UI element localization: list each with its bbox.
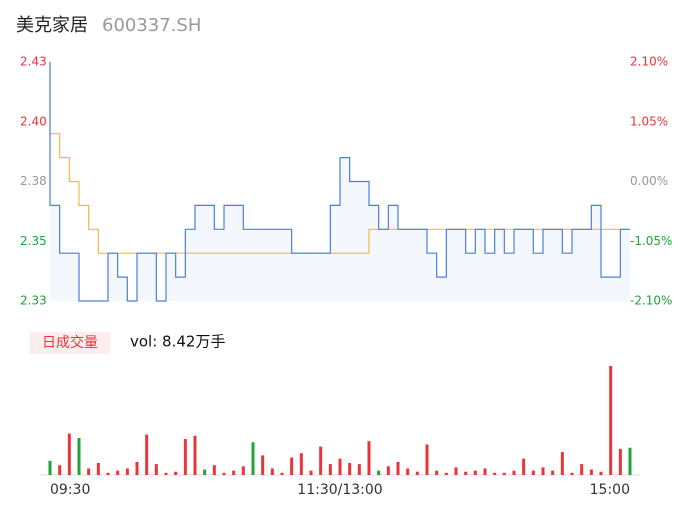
volume-bar — [67, 433, 71, 475]
volume-bar — [570, 472, 574, 475]
y2-tick-label: -2.10% — [630, 294, 672, 308]
volume-bar — [222, 472, 226, 475]
volume-bar — [145, 434, 149, 475]
volume-bar — [309, 470, 313, 475]
volume-bar — [106, 472, 110, 475]
volume-bar — [589, 469, 593, 475]
volume-bar — [261, 455, 265, 475]
volume-bar — [319, 446, 323, 475]
volume-bar — [174, 471, 178, 475]
stock-code: 600337.SH — [102, 15, 201, 36]
volume-bar — [435, 470, 439, 475]
volume-bar — [203, 469, 207, 475]
volume-bar — [406, 468, 410, 475]
y-tick-label: 2.40 — [20, 114, 47, 128]
chart-title: 美克家居 — [16, 15, 88, 36]
volume-bar — [125, 468, 129, 475]
volume-bar — [270, 468, 274, 475]
y2-tick-label: -1.05% — [630, 234, 672, 248]
volume-bar — [87, 468, 91, 475]
volume-bar — [154, 464, 158, 475]
volume-bar — [454, 467, 458, 475]
volume-bar — [328, 464, 332, 475]
volume-bar — [560, 452, 564, 475]
y-tick-label: 2.35 — [20, 234, 47, 248]
volume-bar — [609, 366, 613, 475]
volume-bar — [116, 470, 120, 475]
volume-bar — [135, 461, 139, 475]
y-tick-label: 2.38 — [20, 174, 47, 188]
y2-tick-label: 0.00% — [630, 174, 668, 188]
volume-bar — [551, 470, 555, 475]
volume-bar — [580, 464, 584, 475]
volume-bar — [512, 470, 516, 475]
volume-bar — [522, 458, 526, 475]
x-tick-label: 15:00 — [590, 482, 630, 498]
volume-bar — [48, 460, 52, 475]
volume-bar — [290, 457, 294, 475]
x-tick-label: 09:30 — [50, 482, 90, 498]
x-tick-label: 11:30/13:00 — [297, 482, 382, 498]
volume-bar — [193, 435, 197, 475]
volume-bar — [183, 439, 187, 475]
y-tick-label: 2.43 — [20, 55, 47, 69]
volume-bar — [367, 441, 371, 475]
volume-bar — [386, 466, 390, 475]
y-tick-label: 2.33 — [20, 294, 47, 308]
volume-bar — [415, 471, 419, 475]
y2-tick-label: 2.10% — [630, 55, 668, 69]
volume-bar — [618, 448, 622, 475]
price-line — [49, 62, 630, 302]
volume-bar — [280, 472, 284, 475]
volume-bar — [531, 470, 535, 475]
volume-bar — [628, 447, 632, 475]
volume-bar — [77, 437, 81, 475]
volume-bar — [425, 444, 429, 475]
volume-bar — [541, 467, 545, 475]
volume-bar — [444, 472, 448, 475]
volume-bar — [58, 465, 62, 475]
volume-bar — [212, 465, 216, 475]
volume-bar — [493, 472, 497, 475]
volume-bar — [241, 466, 245, 475]
volume-bar — [338, 458, 342, 475]
volume-bar — [299, 453, 303, 475]
y2-tick-label: 1.05% — [630, 114, 668, 128]
volume-tab: 日成交量 — [42, 334, 98, 351]
volume-bar — [232, 470, 236, 475]
volume-bar — [599, 471, 603, 475]
volume-text: vol: 8.42万手 — [130, 333, 225, 351]
volume-bar — [251, 442, 255, 475]
volume-bar — [377, 470, 381, 475]
volume-bar — [473, 470, 477, 475]
volume-bar — [164, 472, 168, 475]
volume-bar — [502, 472, 506, 475]
volume-bar — [483, 468, 487, 475]
volume-bar — [464, 471, 468, 475]
volume-bar — [357, 464, 361, 475]
volume-bar — [96, 463, 100, 475]
volume-bar — [348, 463, 352, 475]
volume-tab-bg — [30, 332, 110, 354]
volume-bar — [396, 461, 400, 475]
